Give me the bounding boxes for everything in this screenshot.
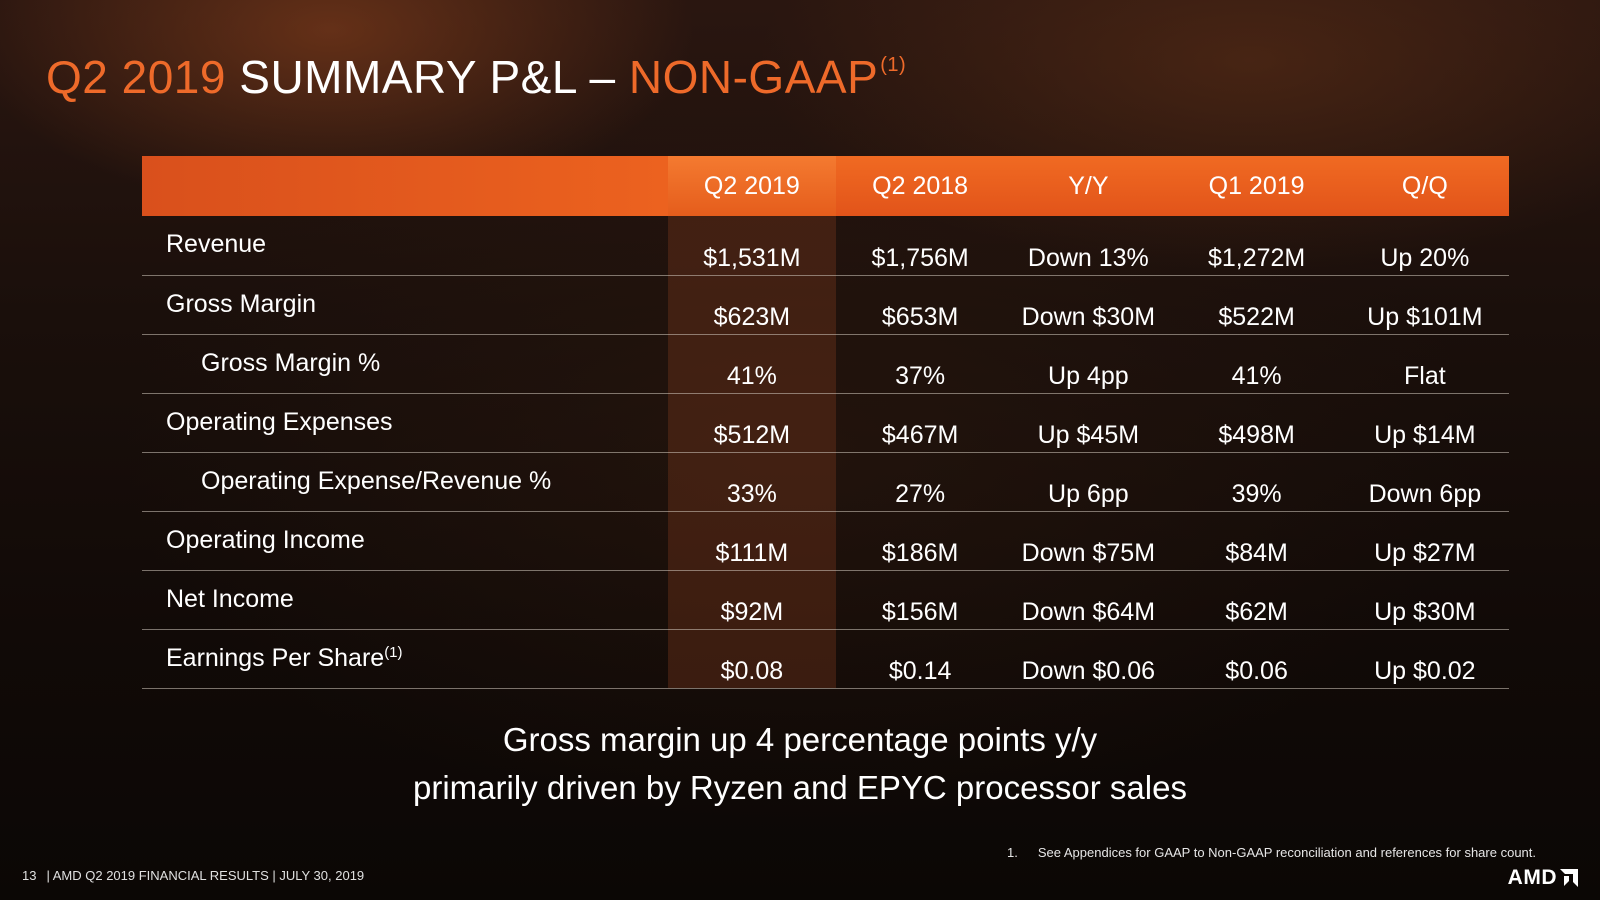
cell-q2-2018: 27% [836, 452, 1005, 512]
row-label: Earnings Per Share(1) [142, 629, 668, 689]
cell-q1-2019: $84M [1172, 511, 1341, 571]
takeaway-line-2: primarily driven by Ryzen and EPYC proce… [413, 769, 1187, 806]
title-main: SUMMARY P&L – [239, 51, 616, 103]
table-row-operating-expenses: Operating Expenses $512M $467M Up $45M $… [142, 393, 1509, 453]
header-label-cell [142, 156, 668, 216]
row-label: Revenue [142, 216, 668, 276]
row-label: Operating Expenses [142, 393, 668, 453]
cell-q1-2019: 41% [1172, 334, 1341, 394]
cell-q2-2018: $467M [836, 393, 1005, 453]
logo-text: AMD [1507, 866, 1557, 889]
table-row-gross-margin: Gross Margin $623M $653M Down $30M $522M… [142, 275, 1509, 335]
cell-qq: Down 6pp [1340, 452, 1509, 512]
pl-summary-table: Q2 2019 Q2 2018 Y/Y Q1 2019 Q/Q Revenue … [142, 156, 1509, 689]
cell-q2-2019: $92M [667, 570, 836, 630]
cell-qq: Up 20% [1340, 216, 1509, 276]
cell-yy: Down $30M [1004, 275, 1173, 335]
cell-q1-2019: $1,272M [1172, 216, 1341, 276]
cell-q2-2018: 37% [836, 334, 1005, 394]
cell-yy: Up 6pp [1004, 452, 1173, 512]
table-row-opex-revenue-pct: Operating Expense/Revenue % 33% 27% Up 6… [142, 452, 1509, 512]
cell-q2-2019: 41% [667, 334, 836, 394]
cell-qq: Up $27M [1340, 511, 1509, 571]
table-row-operating-income: Operating Income $111M $186M Down $75M $… [142, 511, 1509, 571]
header-q1-2019: Q1 2019 [1172, 156, 1341, 216]
table-row-revenue: Revenue $1,531M $1,756M Down 13% $1,272M… [142, 216, 1509, 276]
table-row-eps: Earnings Per Share(1) $0.08 $0.14 Down $… [142, 629, 1509, 689]
footnote-number: 1. [1007, 845, 1018, 860]
takeaway-line-1: Gross margin up 4 percentage points y/y [502, 721, 1098, 758]
header-q2-2019: Q2 2019 [667, 156, 836, 216]
cell-q1-2019: $0.06 [1172, 629, 1341, 689]
cell-yy: Down $0.06 [1004, 629, 1173, 689]
table-header-row: Q2 2019 Q2 2018 Y/Y Q1 2019 Q/Q [142, 156, 1509, 216]
cell-q1-2019: $522M [1172, 275, 1341, 335]
cell-yy: Down $75M [1004, 511, 1173, 571]
row-label-text: Earnings Per Share [166, 643, 385, 672]
eps-footnote-marker: (1) [384, 643, 403, 661]
cell-qq: Up $0.02 [1340, 629, 1509, 689]
cell-q2-2019: $0.08 [667, 629, 836, 689]
cell-q2-2018: $0.14 [836, 629, 1005, 689]
row-label: Operating Income [142, 511, 668, 571]
amd-logo: AMD [1508, 866, 1578, 890]
cell-q2-2019: $512M [667, 393, 836, 453]
header-yy: Y/Y [1004, 156, 1173, 216]
cell-yy: Down $64M [1004, 570, 1173, 630]
cell-q2-2018: $1,756M [836, 216, 1005, 276]
footnote: 1. See Appendices for GAAP to Non-GAAP re… [1007, 845, 1536, 860]
cell-q2-2018: $186M [836, 511, 1005, 571]
title-non-gaap: NON-GAAP [628, 51, 879, 103]
slide-footer: 13 | AMD Q2 2019 FINANCIAL RESULTS | JULY… [22, 868, 364, 883]
amd-arrow-icon [1560, 869, 1578, 887]
cell-q2-2019: 33% [667, 452, 836, 512]
footer-text: | AMD Q2 2019 FINANCIAL RESULTS | JULY 3… [46, 868, 365, 883]
key-takeaway: Gross margin up 4 percentage points y/y … [0, 716, 1600, 812]
table-row-net-income: Net Income $92M $156M Down $64M $62M Up … [142, 570, 1509, 630]
row-label: Gross Margin [142, 275, 668, 335]
row-label: Gross Margin % [142, 334, 668, 394]
cell-qq: Up $14M [1340, 393, 1509, 453]
page-number: 13 [22, 868, 37, 883]
table-row-gross-margin-pct: Gross Margin % 41% 37% Up 4pp 41% Flat [142, 334, 1509, 394]
cell-qq: Up $30M [1340, 570, 1509, 630]
cell-qq: Flat [1340, 334, 1509, 394]
footnote-text: See Appendices for GAAP to Non-GAAP reco… [1037, 845, 1536, 860]
title-footnote-marker: (1) [880, 54, 907, 76]
cell-q2-2018: $156M [836, 570, 1005, 630]
header-q2-2018: Q2 2018 [836, 156, 1005, 216]
cell-q2-2018: $653M [836, 275, 1005, 335]
slide-title: Q2 2019 SUMMARY P&L – NON-GAAP (1) [46, 50, 906, 104]
cell-qq: Up $101M [1340, 275, 1509, 335]
cell-q1-2019: $498M [1172, 393, 1341, 453]
title-period: Q2 2019 [46, 51, 226, 103]
header-qq: Q/Q [1340, 156, 1509, 216]
cell-q2-2019: $1,531M [667, 216, 836, 276]
cell-yy: Down 13% [1004, 216, 1173, 276]
cell-yy: Up 4pp [1004, 334, 1173, 394]
cell-q2-2019: $111M [667, 511, 836, 571]
row-label: Net Income [142, 570, 668, 630]
cell-q1-2019: 39% [1172, 452, 1341, 512]
cell-q2-2019: $623M [667, 275, 836, 335]
cell-q1-2019: $62M [1172, 570, 1341, 630]
cell-yy: Up $45M [1004, 393, 1173, 453]
row-label: Operating Expense/Revenue % [142, 452, 668, 512]
